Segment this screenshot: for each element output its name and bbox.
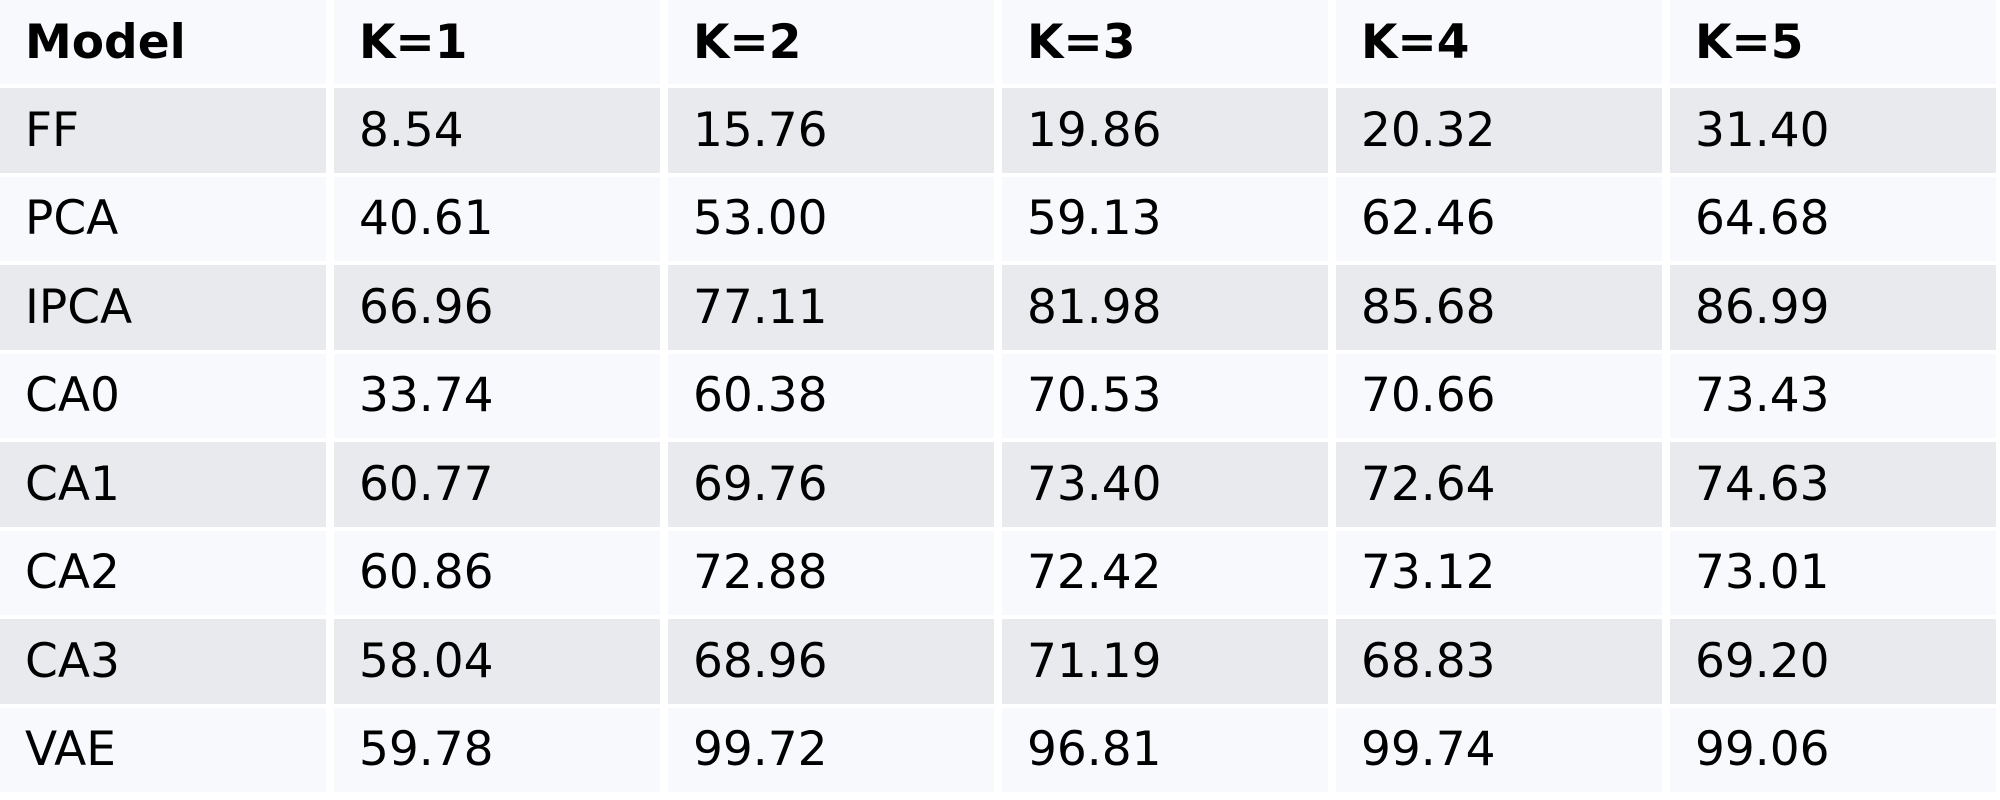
value-cell: 73.43 xyxy=(1670,353,1996,438)
value-cell: 68.96 xyxy=(668,619,994,704)
value-cell: 99.06 xyxy=(1670,707,1996,792)
value-cell: 72.88 xyxy=(668,530,994,615)
header-cell-k2: K=2 xyxy=(668,0,994,84)
value-cell: 73.12 xyxy=(1336,530,1662,615)
value-cell: 8.54 xyxy=(334,88,660,173)
value-cell: 40.61 xyxy=(334,176,660,261)
header-cell-model: Model xyxy=(0,0,326,84)
value-cell: 72.64 xyxy=(1336,442,1662,527)
value-cell: 62.46 xyxy=(1336,176,1662,261)
value-cell: 69.76 xyxy=(668,442,994,527)
header-row: Model K=1 K=2 K=3 K=4 K=5 xyxy=(0,0,1996,84)
value-cell: 66.96 xyxy=(334,265,660,350)
value-cell: 70.53 xyxy=(1002,353,1328,438)
value-cell: 72.42 xyxy=(1002,530,1328,615)
model-name-cell: CA1 xyxy=(0,442,326,527)
table-row: CA0 33.74 60.38 70.53 70.66 73.43 xyxy=(0,353,1996,438)
value-cell: 96.81 xyxy=(1002,707,1328,792)
header-cell-k3: K=3 xyxy=(1002,0,1328,84)
value-cell: 60.86 xyxy=(334,530,660,615)
table-row: IPCA 66.96 77.11 81.98 85.68 86.99 xyxy=(0,265,1996,350)
value-cell: 73.40 xyxy=(1002,442,1328,527)
value-cell: 19.86 xyxy=(1002,88,1328,173)
model-name-cell: CA3 xyxy=(0,619,326,704)
value-cell: 64.68 xyxy=(1670,176,1996,261)
value-cell: 73.01 xyxy=(1670,530,1996,615)
value-cell: 68.83 xyxy=(1336,619,1662,704)
header-cell-k5: K=5 xyxy=(1670,0,1996,84)
value-cell: 60.77 xyxy=(334,442,660,527)
value-cell: 74.63 xyxy=(1670,442,1996,527)
model-name-cell: CA0 xyxy=(0,353,326,438)
model-name-cell: PCA xyxy=(0,176,326,261)
value-cell: 60.38 xyxy=(668,353,994,438)
model-name-cell: VAE xyxy=(0,707,326,792)
value-cell: 31.40 xyxy=(1670,88,1996,173)
table-row: FF 8.54 15.76 19.86 20.32 31.40 xyxy=(0,88,1996,173)
value-cell: 99.72 xyxy=(668,707,994,792)
model-name-cell: IPCA xyxy=(0,265,326,350)
value-cell: 53.00 xyxy=(668,176,994,261)
value-cell: 71.19 xyxy=(1002,619,1328,704)
value-cell: 59.13 xyxy=(1002,176,1328,261)
value-cell: 85.68 xyxy=(1336,265,1662,350)
model-name-cell: CA2 xyxy=(0,530,326,615)
table-row: VAE 59.78 99.72 96.81 99.74 99.06 xyxy=(0,707,1996,792)
value-cell: 20.32 xyxy=(1336,88,1662,173)
model-name-cell: FF xyxy=(0,88,326,173)
value-cell: 77.11 xyxy=(668,265,994,350)
table-row: CA3 58.04 68.96 71.19 68.83 69.20 xyxy=(0,619,1996,704)
value-cell: 58.04 xyxy=(334,619,660,704)
header-cell-k4: K=4 xyxy=(1336,0,1662,84)
table-row: CA1 60.77 69.76 73.40 72.64 74.63 xyxy=(0,442,1996,527)
value-cell: 69.20 xyxy=(1670,619,1996,704)
table-row: CA2 60.86 72.88 72.42 73.12 73.01 xyxy=(0,530,1996,615)
value-cell: 33.74 xyxy=(334,353,660,438)
value-cell: 81.98 xyxy=(1002,265,1328,350)
value-cell: 59.78 xyxy=(334,707,660,792)
value-cell: 99.74 xyxy=(1336,707,1662,792)
table-row: PCA 40.61 53.00 59.13 62.46 64.68 xyxy=(0,176,1996,261)
header-cell-k1: K=1 xyxy=(334,0,660,84)
value-cell: 15.76 xyxy=(668,88,994,173)
value-cell: 70.66 xyxy=(1336,353,1662,438)
value-cell: 86.99 xyxy=(1670,265,1996,350)
